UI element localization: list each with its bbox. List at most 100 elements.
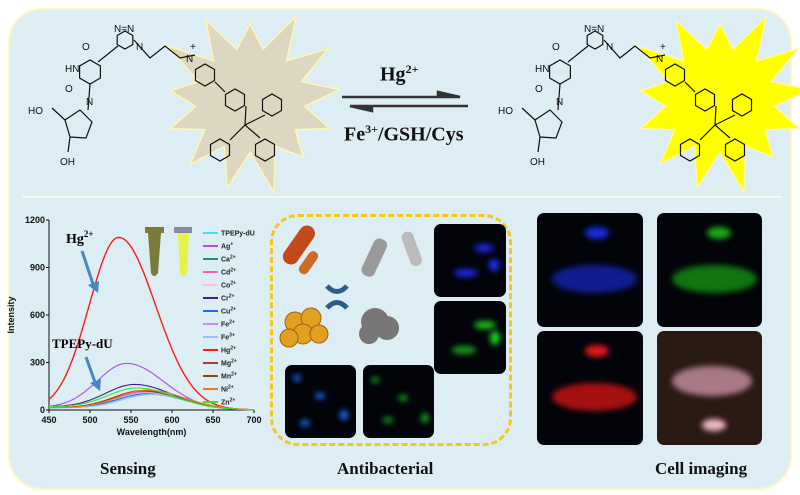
antibacterial-label: Antibacterial — [337, 459, 434, 478]
pyridinium-nitrogen: N — [186, 54, 193, 65]
aromatic-ring — [586, 30, 604, 50]
bacteria-blue-micrograph-1 — [434, 224, 506, 297]
annotation-tpepy-du: TPEPy-dU — [52, 336, 113, 351]
cell-image-green-channel — [657, 213, 762, 327]
pyridinium-nitrogen: N — [656, 54, 663, 65]
annotation-arrow-tpepy — [84, 356, 98, 386]
legend-entry: TPEPy-dU — [221, 231, 255, 238]
positive-charge: + — [660, 42, 666, 53]
equilibrium-arrows-icon — [342, 90, 468, 113]
legend-entry: Ag+ — [221, 242, 233, 251]
legend-entry: Fe2+ — [221, 320, 235, 329]
oxygen-atom: O — [82, 42, 90, 53]
gsh-cys-text: /GSH/Cys — [377, 123, 464, 146]
legend-entry: Cu2+ — [221, 307, 236, 316]
legend-entry: Ni2+ — [221, 385, 234, 394]
annotation-arrowhead — [88, 281, 99, 293]
oxygen-atom: O — [552, 42, 560, 53]
aromatic-ring — [116, 30, 134, 50]
x-tick-label: 650 — [205, 415, 220, 425]
legend-entry: Zn2+ — [221, 398, 235, 407]
tube-fluorescent-icon — [174, 227, 192, 276]
cell-imaging-label: Cell imaging — [655, 459, 748, 478]
legend-entry: Co2+ — [221, 281, 236, 290]
cell-image-merged — [657, 331, 762, 445]
chain-bonds — [521, 39, 736, 153]
fe-charge: 3+ — [365, 122, 378, 136]
nh-atom: HN — [65, 64, 79, 75]
legend-entry: Hg2+ — [221, 346, 236, 355]
triazole-atoms: N=N — [584, 24, 604, 35]
aromatic-ring — [194, 63, 216, 87]
molecule-bonds — [51, 30, 283, 162]
fluorescence-spectra-chart: 450 500 550 600 650 700 0 300 600 900 1200 Waveleng… — [6, 215, 262, 437]
x-tick-label: 500 — [82, 415, 97, 425]
aromatic-ring — [548, 59, 572, 85]
y-tick-label: 0 — [40, 405, 45, 415]
hg-charge: 2+ — [405, 62, 419, 76]
hg-text: Hg — [380, 63, 406, 86]
series-line-Zn2+ — [49, 387, 255, 411]
antibacterial-dashed-frame — [270, 214, 512, 446]
legend-entry: Mg2+ — [221, 359, 237, 368]
chain-bonds — [51, 39, 266, 153]
nitrogen-atom: N — [136, 42, 143, 53]
fe-text: Fe — [344, 123, 366, 146]
x-tick-label: 550 — [123, 415, 138, 425]
series-line-Hg2+ — [48, 236, 254, 411]
reverse-reagent-label: Fe3+/GSH/Cys — [344, 122, 464, 147]
cocci-sem-icon — [359, 308, 399, 344]
annotation-arrowhead — [90, 379, 101, 391]
rod-bacteria-icon — [282, 225, 319, 275]
tube-dark-icon — [145, 227, 164, 276]
hydroxyl-group: HO — [498, 106, 513, 117]
cell-image-blue-channel — [537, 213, 643, 327]
positive-charge: + — [190, 42, 196, 53]
legend-entry: Ca2+ — [221, 255, 236, 264]
cell-image-red-channel — [537, 331, 643, 445]
nitrogen-atom: N — [86, 97, 93, 108]
sensing-label: Sensing — [100, 459, 156, 478]
bacteria-blue-micrograph-2 — [285, 365, 356, 438]
oxygen-atom: O — [535, 84, 543, 95]
aromatic-ring — [724, 138, 746, 162]
series-line-Ni2+ — [49, 389, 254, 411]
annotation-arrow-hg — [80, 250, 96, 288]
y-tick-label: 600 — [30, 310, 45, 320]
cocci-bacteria-icon — [279, 307, 329, 348]
aromatic-ring — [694, 88, 716, 112]
aromatic-ring — [679, 138, 701, 162]
section-divider — [22, 196, 782, 198]
legend-entry: Cd2+ — [221, 268, 236, 277]
y-tick-label: 900 — [30, 263, 45, 273]
y-axis-label: Intensity — [6, 296, 16, 333]
aromatic-ring — [254, 138, 276, 162]
x-tick-label: 700 — [246, 415, 261, 425]
nh-atom: HN — [535, 64, 549, 75]
nitrogen-atom: N — [606, 42, 613, 53]
x-tick-label: 450 — [41, 415, 56, 425]
molecule-bonds — [521, 30, 753, 162]
starburst-glow — [635, 13, 800, 195]
bacteria-green-micrograph-1 — [434, 301, 506, 374]
rod-bacteria-sem-icon — [361, 231, 422, 277]
annotation-hg: Hg2+ — [66, 229, 94, 247]
y-tick-label: 300 — [30, 358, 45, 368]
hydroxyl-group: OH — [60, 157, 75, 168]
hydroxyl-group: HO — [28, 106, 43, 117]
oxygen-atom: O — [65, 84, 73, 95]
legend-entry: Mn2+ — [221, 372, 237, 381]
forward-reagent-label: Hg2+ — [380, 62, 418, 87]
x-cross-icon — [325, 284, 349, 310]
chart-legend: TPEPy-dU Ag+ Ca2+ Cd2+ Co2+ Cr2+ Cu2+ Fe2+ Fe3+ H… — [203, 231, 255, 407]
aromatic-ring — [731, 93, 753, 117]
nitrogen-atom: N — [556, 97, 563, 108]
x-tick-label: 600 — [164, 415, 179, 425]
ribose-ring — [64, 109, 93, 139]
triazole-atoms: N=N — [114, 24, 134, 35]
legend-entry: Cr2+ — [221, 294, 235, 303]
bacteria-green-micrograph-2 — [363, 365, 434, 438]
aromatic-ring — [78, 59, 102, 85]
